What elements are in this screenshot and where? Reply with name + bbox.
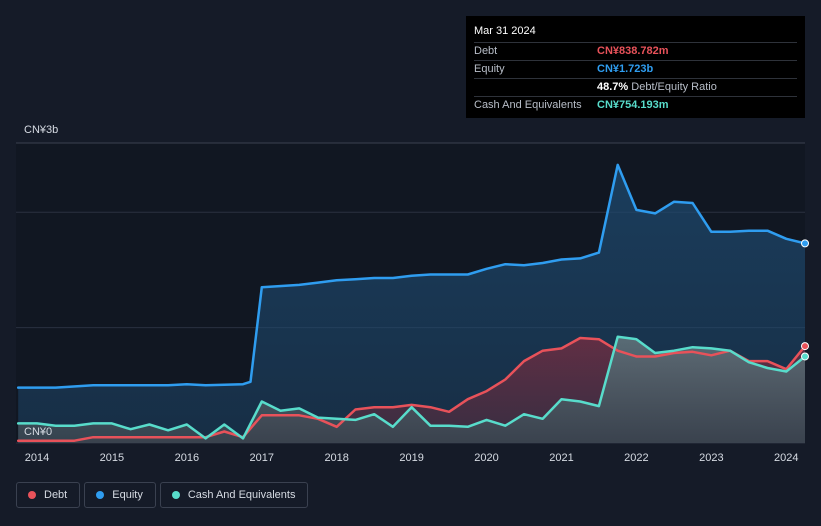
legend-item-debt[interactable]: Debt (16, 482, 81, 508)
ratio-suffix: Debt/Equity Ratio (631, 81, 717, 93)
x-tick-label: 2024 (774, 452, 798, 464)
legend-label: Debt (44, 489, 68, 501)
cash-end-point[interactable] (801, 352, 809, 361)
legend: Debt Equity Cash And Equivalents (16, 482, 309, 508)
tooltip-label (474, 79, 597, 96)
x-axis-labels: 2014 2015 2016 2017 2018 2019 2020 2021 2022 2023… (25, 452, 799, 464)
cash-area (18, 336, 805, 443)
tooltip-label: Cash And Equivalents (474, 99, 582, 111)
x-tick-label: 2016 (175, 452, 199, 464)
series-end-markers (801, 239, 809, 361)
ratio-value: 48.7% (597, 81, 629, 93)
tooltip-date: Mar 31 2024 (474, 25, 536, 37)
legend-dot-icon (96, 491, 105, 499)
tooltip-value: CN¥1.723b (597, 63, 654, 75)
legend-label: Equity (112, 489, 143, 501)
tooltip-row-equity: Equity CN¥1.723b (474, 60, 797, 78)
tooltip-row-ratio: 48.7% Debt/Equity Ratio (474, 78, 797, 96)
x-tick-label: 2020 (474, 452, 498, 464)
tooltip-row-debt: Debt CN¥838.782m (474, 42, 797, 60)
x-tick-label: 2023 (699, 452, 723, 464)
x-tick-label: 2017 (250, 452, 274, 464)
y-tick-label: CN¥0 (24, 426, 52, 438)
x-tick-label: 2014 (25, 452, 49, 464)
legend-item-equity[interactable]: Equity (84, 482, 156, 508)
legend-item-cash[interactable]: Cash And Equivalents (159, 482, 309, 508)
tooltip-value: 48.7% Debt/Equity Ratio (597, 79, 717, 96)
tooltip-label: Equity (474, 63, 505, 75)
debt-line (16, 336, 807, 442)
legend-label: Cash And Equivalents (187, 489, 296, 501)
equity-end-point[interactable] (801, 239, 809, 248)
tooltip-row-cash: Cash And Equivalents CN¥754.193m (474, 96, 797, 114)
tooltip-value: CN¥754.193m (597, 99, 669, 111)
y-axis-labels: CN¥0 CN¥3b (24, 124, 58, 438)
cash-line (16, 335, 807, 440)
legend-dot-icon (28, 491, 36, 499)
y-tick-label: CN¥3b (24, 124, 58, 136)
tooltip-value: CN¥838.782m (597, 45, 669, 57)
equity-line (16, 163, 807, 389)
legend-dot-icon (171, 491, 180, 499)
debt-end-point[interactable] (801, 342, 809, 351)
x-tick-label: 2022 (624, 452, 648, 464)
x-tick-label: 2015 (100, 452, 124, 464)
tooltip-panel: Mar 31 2024 Debt CN¥838.782m Equity CN¥1… (466, 16, 805, 118)
tooltip-label: Debt (474, 45, 498, 57)
series-lines (16, 163, 807, 442)
x-tick-label: 2019 (399, 452, 423, 464)
x-tick-label: 2018 (324, 452, 348, 464)
x-tick-label: 2021 (549, 452, 573, 464)
